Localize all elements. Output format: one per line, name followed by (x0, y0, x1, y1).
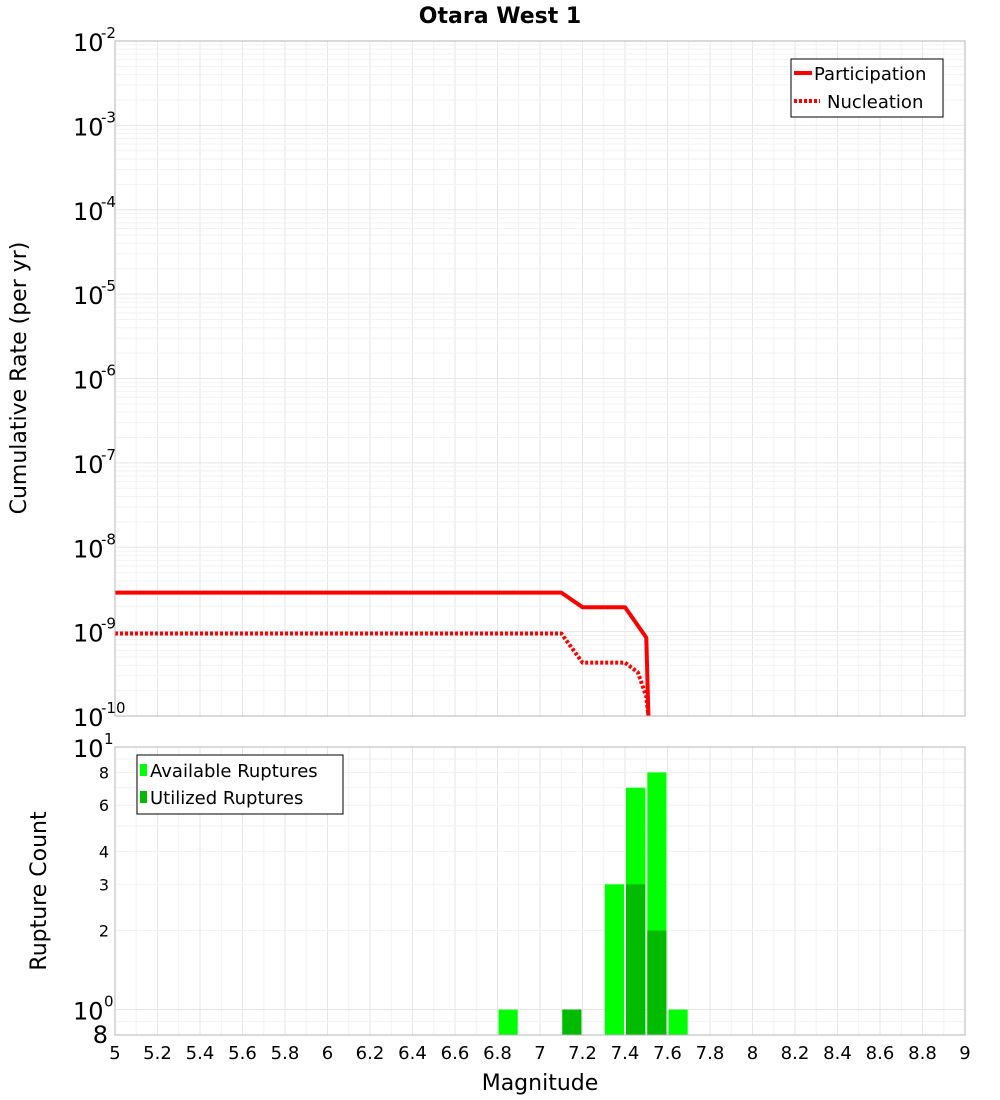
chart-title: Otara West 1 (419, 4, 581, 29)
bottom-bars (498, 772, 688, 1035)
svg-text:10: 10 (73, 282, 104, 310)
x-tick-label: 8.8 (908, 1043, 937, 1064)
top-legend-box (790, 58, 944, 118)
svg-text:10: 10 (73, 704, 104, 732)
svg-text:2: 2 (99, 922, 109, 941)
bottom-y-axis-label: Rupture Count (27, 811, 52, 971)
legend-utilized-label: Utilized Ruptures (150, 788, 303, 809)
bottom-y-tick-label: 10 1 (73, 730, 114, 763)
x-tick-label: 7.4 (611, 1043, 640, 1064)
bar-utilized (647, 930, 667, 1035)
svg-text:10: 10 (73, 113, 104, 141)
x-tick-label: 5.4 (186, 1043, 215, 1064)
x-tick-label: 7 (534, 1043, 545, 1064)
svg-text:6: 6 (99, 796, 109, 815)
x-tick-label: 6.4 (398, 1043, 427, 1064)
bottom-y-tick-label: 3 (99, 875, 109, 894)
bottom-y-tick-label: 10 0 (73, 993, 114, 1026)
top-y-tick-label: 10-2 (73, 24, 116, 57)
x-ticks: 5 5.2 5.4 5.6 5.8 6 6.2 6.4 6.6 6.8 7 7.2 7.4 7.6 7.8 8… (109, 1043, 970, 1064)
svg-text:0: 0 (104, 993, 114, 1011)
svg-text:1: 1 (104, 730, 114, 748)
x-tick-label: 9 (959, 1043, 970, 1064)
bottom-y-tick-label: 8 (99, 763, 109, 782)
svg-text:10: 10 (73, 535, 104, 563)
bottom-y-tick-label: 6 (99, 796, 109, 815)
x-tick-label: 7.8 (696, 1043, 725, 1064)
svg-text:-6: -6 (101, 362, 116, 380)
svg-text:8: 8 (99, 763, 109, 782)
bottom-y-tick-label: 8 (93, 1021, 108, 1049)
top-y-ticks: 10-210-310-410-510-610-710-810-910-10 (73, 24, 126, 732)
bottom-y-tick-label: 2 (99, 922, 109, 941)
svg-text:10: 10 (73, 998, 104, 1026)
bottom-plot-frame (114, 746, 966, 1036)
series-line-nucleation (115, 631, 651, 717)
top-y-tick-label: 10-3 (73, 108, 116, 141)
bottom-legend: Available Ruptures Utilized Ruptures (136, 754, 344, 815)
x-tick-label: 8.6 (866, 1043, 895, 1064)
svg-text:-4: -4 (101, 193, 116, 211)
x-tick-label: 5.6 (228, 1043, 257, 1064)
bar-available (604, 884, 624, 1035)
top-y-tick-label: 10-10 (73, 699, 126, 732)
x-tick-label: 5 (109, 1043, 120, 1064)
series-line-participation (115, 590, 651, 717)
svg-text:-10: -10 (101, 699, 126, 717)
top-y-tick-label: 10-6 (73, 362, 116, 395)
top-plot-panel: 10-210-310-410-510-610-710-810-910-10 Cu… (7, 24, 966, 732)
top-series (115, 590, 651, 717)
top-y-tick-label: 10-9 (73, 615, 116, 648)
top-y-tick-label: 10-8 (73, 530, 116, 563)
x-tick-label: 6.2 (356, 1043, 385, 1064)
bar-utilized (562, 1009, 582, 1035)
svg-text:-8: -8 (101, 530, 116, 548)
x-tick-label: 6.8 (483, 1043, 512, 1064)
svg-text:-3: -3 (101, 108, 116, 126)
top-plot-frame (114, 40, 966, 717)
svg-text:10: 10 (73, 198, 104, 226)
svg-text:-5: -5 (101, 277, 116, 295)
svg-text:10: 10 (73, 29, 104, 57)
top-y-tick-label: 10-7 (73, 446, 116, 479)
svg-text:10: 10 (73, 451, 104, 479)
x-tick-label: 8.2 (781, 1043, 810, 1064)
x-tick-label: 8.4 (823, 1043, 852, 1064)
legend-utilized-swatch (140, 791, 147, 803)
legend-available-label: Available Ruptures (150, 761, 318, 782)
x-tick-label: 8 (747, 1043, 758, 1064)
x-tick-label: 7.6 (653, 1043, 682, 1064)
x-axis-label: Magnitude (482, 1071, 599, 1096)
svg-text:3: 3 (99, 875, 109, 894)
x-tick-label: 6.6 (441, 1043, 470, 1064)
legend-nucleation-label: Nucleation (827, 92, 923, 113)
bottom-y-tick-label: 4 (99, 842, 109, 861)
svg-text:10: 10 (73, 735, 104, 763)
svg-text:10: 10 (73, 367, 104, 395)
legend-available-swatch (140, 764, 147, 776)
x-tick-label: 5.2 (143, 1043, 172, 1064)
bar-available (498, 1009, 518, 1035)
svg-text:-7: -7 (101, 446, 116, 464)
svg-text:4: 4 (99, 842, 109, 861)
top-grid (114, 41, 966, 717)
x-tick-label: 7.2 (568, 1043, 597, 1064)
svg-text:-9: -9 (101, 615, 116, 633)
top-y-tick-label: 10-5 (73, 277, 116, 310)
x-tick-label: 6 (322, 1043, 333, 1064)
bar-utilized (626, 884, 646, 1035)
svg-text:-2: -2 (101, 24, 116, 42)
bottom-legend-box (136, 754, 344, 815)
svg-text:10: 10 (73, 620, 104, 648)
x-tick-label: 5.8 (271, 1043, 300, 1064)
legend-participation-label: Participation (814, 64, 926, 85)
top-y-tick-label: 10-4 (73, 193, 116, 226)
top-y-axis-label: Cumulative Rate (per yr) (7, 242, 32, 515)
bar-available (668, 1009, 688, 1035)
top-legend: Participation Nucleation (790, 58, 944, 118)
svg-text:8: 8 (93, 1021, 108, 1049)
